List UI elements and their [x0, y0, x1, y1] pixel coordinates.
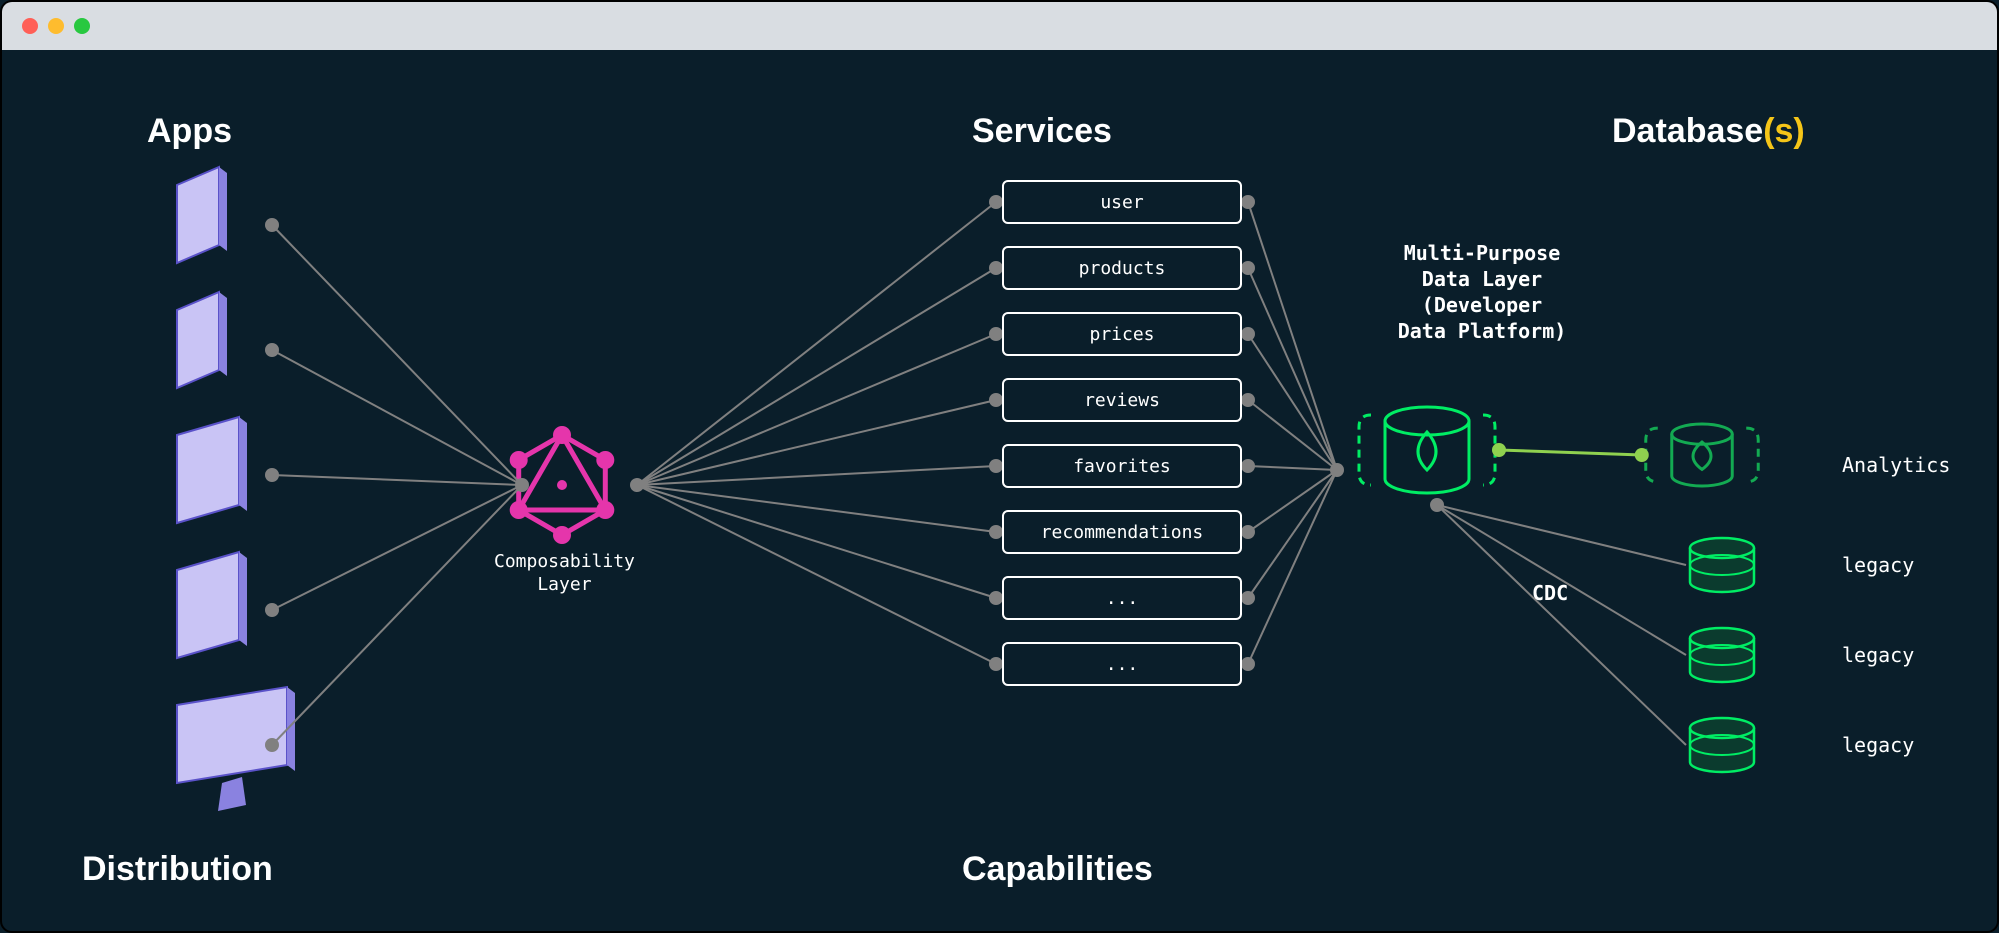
legacy-label: legacy: [1842, 553, 1914, 577]
service-box: products: [1002, 246, 1242, 290]
tablet-icon: [177, 552, 247, 658]
maximize-icon[interactable]: [74, 18, 90, 34]
service-box: user: [1002, 180, 1242, 224]
heading-services: Services: [972, 112, 1112, 151]
minimize-icon[interactable]: [48, 18, 64, 34]
phone-icon: [177, 167, 227, 263]
data-layer-label: Multi-PurposeData Layer(DeveloperData Pl…: [1362, 240, 1602, 344]
diagram-canvas: Apps Services Database(s) Distribution C…: [2, 50, 1997, 931]
service-box: ...: [1002, 642, 1242, 686]
window-titlebar: [2, 2, 1997, 50]
close-icon[interactable]: [22, 18, 38, 34]
heading-capabilities: Capabilities: [962, 850, 1153, 889]
heading-databases: Database(s): [1612, 112, 1805, 151]
composability-label: ComposabilityLayer: [494, 550, 635, 597]
service-box: ...: [1002, 576, 1242, 620]
mongo-icon: [1646, 428, 1758, 486]
mongo-icon: [1359, 415, 1495, 493]
service-box: reviews: [1002, 378, 1242, 422]
cdc-label: CDC: [1532, 580, 1568, 606]
heading-apps: Apps: [147, 112, 232, 151]
service-box: prices: [1002, 312, 1242, 356]
analytics-label: Analytics: [1842, 453, 1950, 477]
phone-icon: [177, 292, 227, 388]
heading-distribution: Distribution: [82, 850, 273, 889]
legacy-label: legacy: [1842, 643, 1914, 667]
edges-layer: [2, 50, 1997, 931]
service-box: favorites: [1002, 444, 1242, 488]
service-box: recommendations: [1002, 510, 1242, 554]
tablet-icon: [177, 417, 247, 523]
legacy-label: legacy: [1842, 733, 1914, 757]
